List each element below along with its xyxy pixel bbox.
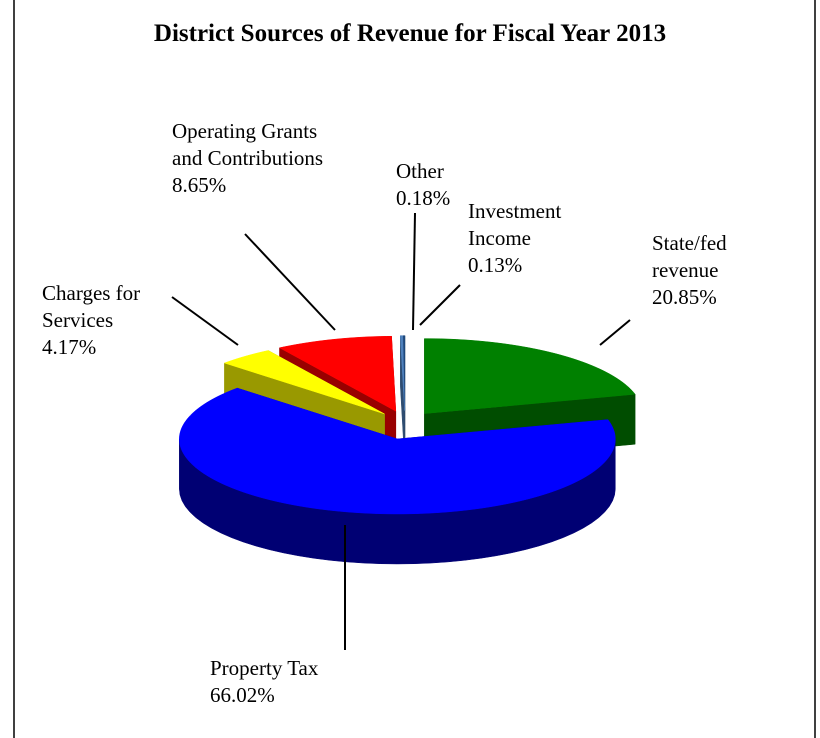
data-label: Operating Grants and Contributions 8.65% <box>172 118 330 199</box>
category-label: Investment Income <box>468 199 562 250</box>
leader-line <box>599 319 631 346</box>
slice-top <box>400 335 405 411</box>
value-label: 66.02% <box>210 683 275 707</box>
data-label: Charges for Services 4.17% <box>42 280 182 361</box>
category-label: Property Tax <box>210 656 319 680</box>
value-label: 0.13% <box>468 253 523 277</box>
slice-top <box>223 350 385 415</box>
category-label: State/fed revenue <box>652 231 727 282</box>
chart-border <box>13 0 816 738</box>
value-label: 4.17% <box>42 335 97 359</box>
value-label: 20.85% <box>652 285 717 309</box>
category-label: Charges for Services <box>42 281 141 332</box>
pie-slice <box>400 335 405 461</box>
slice-top <box>424 338 636 414</box>
leader-line <box>419 284 461 326</box>
chart-title: District Sources of Revenue for Fiscal Y… <box>153 20 667 47</box>
data-label: Other 0.18% <box>396 158 476 212</box>
leader-line <box>171 296 239 346</box>
value-label: 0.18% <box>396 186 451 210</box>
value-label: 8.65% <box>172 173 227 197</box>
leader-line <box>412 212 416 331</box>
category-label: Operating Grants and Contributions <box>172 119 324 170</box>
category-label: Other <box>396 159 444 183</box>
slice-top <box>179 387 616 515</box>
slice-top <box>402 335 406 411</box>
data-label: Property Tax 66.02% <box>210 655 410 709</box>
slice-top <box>278 335 397 412</box>
leader-line <box>244 233 336 331</box>
data-label: Investment Income 0.13% <box>468 198 593 279</box>
pie-slice <box>179 387 616 565</box>
data-label: State/fed revenue 20.85% <box>652 230 762 311</box>
